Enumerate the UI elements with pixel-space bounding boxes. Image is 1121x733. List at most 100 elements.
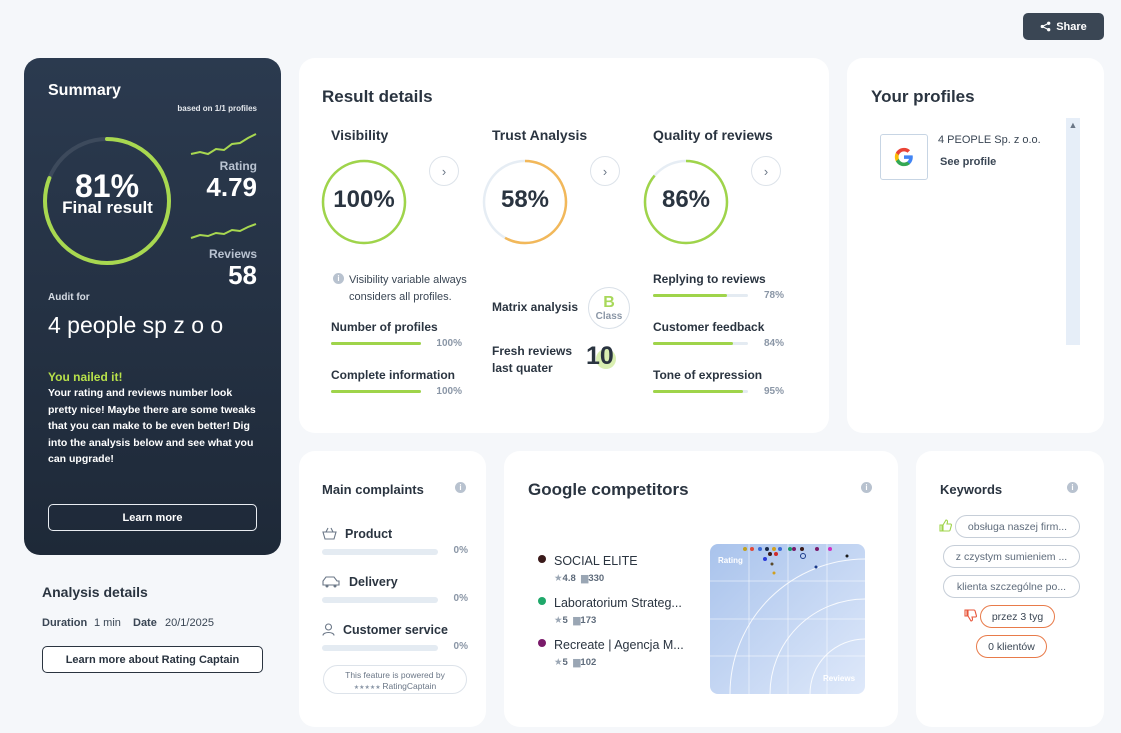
final-result-ring — [43, 137, 171, 265]
summary-title: Summary — [48, 82, 121, 99]
person-icon — [322, 623, 335, 636]
competitor-dot — [538, 555, 546, 563]
quality-percent: 86% — [661, 186, 711, 213]
metric-customer-feedback-value: 84% — [763, 338, 784, 349]
matrix-analysis-label: Matrix analysis — [492, 300, 579, 314]
date-label: Date — [133, 617, 157, 629]
comment-icon: ▆ — [573, 657, 581, 668]
rating-value: 4.79 — [206, 172, 257, 202]
reviews-value: 58 — [228, 260, 257, 290]
metric-bar-fill — [331, 342, 421, 345]
complaint-customer-service-bar — [322, 645, 438, 651]
quality-details-button[interactable]: › — [751, 156, 781, 186]
trust-analysis-title: Trust Analysis — [492, 127, 588, 143]
competitor-map: Rating Reviews — [710, 544, 865, 694]
metric-bar-fill — [653, 294, 728, 297]
complaint-customer-service-value: 0% — [453, 641, 468, 652]
chevron-right-icon: › — [441, 163, 447, 179]
competitor-meta: ★5 ▆102 — [554, 657, 596, 668]
reviews-label: Reviews — [208, 247, 257, 261]
metric-tone-bar — [653, 390, 748, 393]
stars-icon: ★★★★★ — [353, 685, 383, 691]
summary-headline: You nailed it! — [48, 370, 123, 384]
date-value: 20/1/2025 — [165, 617, 214, 629]
keyword-positive[interactable]: z czystym sumieniem ... — [943, 545, 1080, 568]
info-icon[interactable]: i — [861, 482, 872, 493]
powered-by-text: This feature is powered by — [345, 670, 445, 680]
learn-more-button[interactable]: Learn more — [48, 504, 257, 531]
competitor-dot — [538, 597, 546, 605]
trust-details-button[interactable]: › — [590, 156, 620, 186]
competitor-name: SOCIAL ELITE — [554, 554, 638, 568]
fresh-reviews-label: Fresh reviews — [492, 344, 573, 358]
reviews-sparkline — [190, 223, 257, 239]
profiles-scrollbar[interactable] — [1066, 118, 1080, 345]
complaint-delivery-label: Delivery — [349, 575, 398, 589]
car-icon — [322, 576, 340, 588]
matrix-class-letter: B — [603, 294, 615, 311]
keywords-title: Keywords — [940, 482, 1003, 497]
keyword-positive[interactable]: obsługa naszej firm... — [955, 515, 1080, 538]
complaint-product-label: Product — [345, 527, 393, 541]
thumbs-down-icon — [964, 609, 977, 622]
share-button[interactable]: Share — [1023, 13, 1104, 40]
map-rating-label: Rating — [718, 556, 743, 565]
summary-card: Summary based on 1/1 profiles — [24, 58, 281, 555]
main-complaints-title: Main complaints — [322, 482, 424, 497]
visibility-details-button[interactable]: › — [429, 156, 459, 186]
google-icon — [894, 147, 913, 167]
keyword-negative[interactable]: 0 klientów — [976, 635, 1047, 658]
audit-name: 4 people sp z o o — [48, 312, 224, 338]
metric-customer-feedback-bar — [653, 342, 748, 345]
star-icon: ★ — [554, 615, 563, 626]
metric-complete-information-label: Complete information — [331, 368, 456, 382]
see-profile-link[interactable]: See profile — [940, 156, 997, 168]
competitor-reviews: 173 — [580, 615, 597, 626]
metric-number-of-profiles-bar — [331, 342, 421, 345]
competitor-meta: ★4.8 ▆330 — [554, 573, 604, 584]
rating-label: Rating — [219, 159, 257, 173]
metric-number-of-profiles-value: 100% — [436, 338, 462, 349]
comment-icon: ▆ — [573, 615, 581, 626]
google-profile-logo — [880, 134, 928, 180]
quality-title: Quality of reviews — [653, 127, 773, 143]
chevron-right-icon: › — [763, 163, 769, 179]
map-reviews-label: Reviews — [823, 674, 856, 683]
your-profiles-title: Your profiles — [871, 87, 975, 106]
competitor-rating: 5 — [562, 615, 568, 626]
scroll-up-icon[interactable]: ▲ — [1068, 120, 1078, 130]
info-icon: i — [333, 273, 344, 284]
duration-value: 1 min — [94, 617, 121, 629]
visibility-ring — [321, 159, 407, 245]
final-result-percent: 81% — [74, 168, 140, 204]
matrix-class-word: Class — [595, 311, 623, 322]
competitor-name: Recreate | Agencja M... — [554, 638, 684, 652]
result-details-title: Result details — [322, 87, 433, 106]
trust-ring — [482, 159, 568, 245]
competitor-reviews: 330 — [588, 573, 605, 584]
trust-percent: 58% — [500, 186, 550, 213]
audit-for-label: Audit for — [48, 292, 90, 303]
complaint-customer-service-label: Customer service — [343, 623, 448, 637]
learn-more-rating-captain-button[interactable]: Learn more about Rating Captain — [42, 646, 263, 673]
fresh-reviews-sublabel: last quater — [492, 361, 553, 375]
keyword-negative[interactable]: przez 3 tyg — [980, 605, 1055, 628]
your-profiles-card — [847, 58, 1104, 433]
complaint-product-bar — [322, 549, 438, 555]
metric-replying-value: 78% — [763, 290, 784, 301]
info-icon[interactable]: i — [455, 482, 466, 493]
info-icon[interactable]: i — [1067, 482, 1078, 493]
metric-complete-information-bar — [331, 390, 421, 393]
metric-tone-label: Tone of expression — [653, 368, 763, 382]
competitor-meta: ★5 ▆173 — [554, 615, 596, 626]
based-on-text: based on 1/1 profiles — [177, 104, 257, 113]
visibility-note: Visibility variable always considers all… — [349, 274, 467, 303]
metric-bar-fill — [653, 342, 733, 345]
keyword-positive[interactable]: klienta szczególne po... — [943, 575, 1080, 598]
visibility-percent: 100% — [333, 186, 395, 213]
metric-tone-value: 95% — [763, 386, 784, 397]
google-competitors-title: Google competitors — [528, 480, 689, 499]
complaint-product-value: 0% — [453, 545, 468, 556]
competitor-dot — [538, 639, 546, 647]
star-icon: ★ — [554, 657, 563, 668]
